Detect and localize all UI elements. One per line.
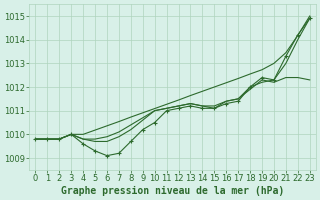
X-axis label: Graphe pression niveau de la mer (hPa): Graphe pression niveau de la mer (hPa) — [61, 186, 284, 196]
